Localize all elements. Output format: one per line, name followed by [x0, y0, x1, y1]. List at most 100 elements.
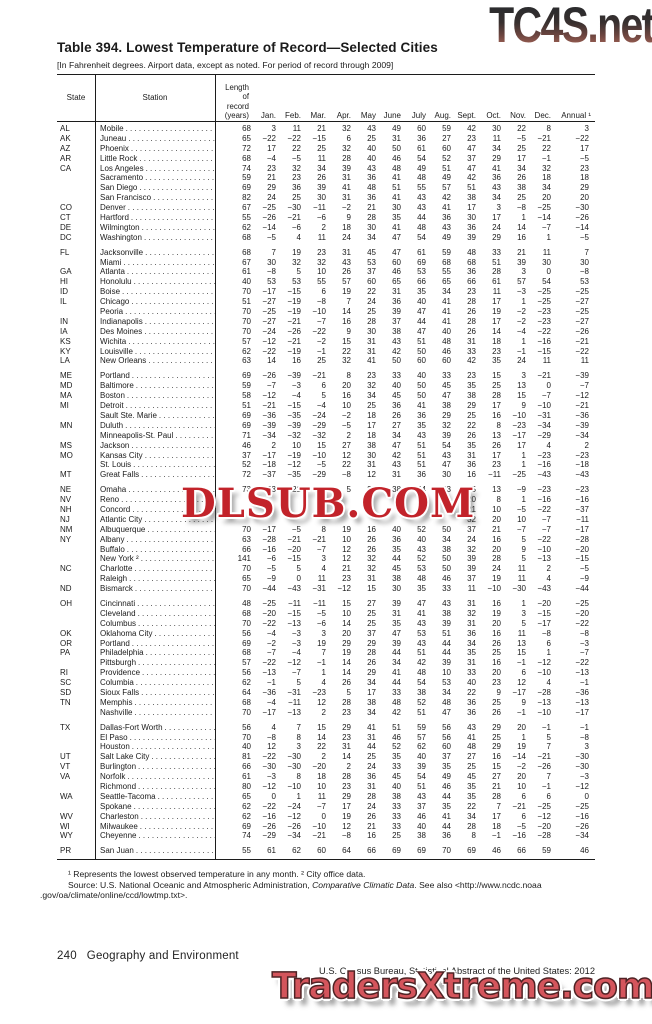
month-cell: 55: [417, 183, 426, 193]
length-cell: 40: [242, 742, 251, 752]
station-cell: New York ² . . . . . . . . . . . . . . .…: [95, 554, 215, 564]
station-name: Sioux Falls: [100, 687, 140, 697]
month-cell: −8: [341, 831, 351, 841]
month-cell: 5: [546, 732, 551, 742]
table-row: TN Memphis . . . . . . . . . . . . . . . …: [57, 698, 595, 708]
month-cell: −21: [262, 401, 276, 411]
dot-leader: . . . . . . . . . . . . . . . . . . . . …: [129, 574, 215, 584]
month-column-header: Oct.: [486, 111, 501, 120]
dot-leader: . . . . . . . . . . . . . . . . . . . . …: [134, 697, 215, 707]
month-cell: 30: [317, 193, 326, 203]
length-cell: 69: [242, 410, 251, 420]
month-cell: −36: [262, 410, 276, 420]
month-cell: 16: [342, 391, 351, 401]
month-cell: −4: [316, 401, 326, 411]
month-cell: 12: [342, 450, 351, 460]
month-cell: −22: [262, 801, 276, 811]
dot-leader: . . . . . . . . . . . . . . . . . . . . …: [121, 495, 215, 505]
table-row: Columbus . . . . . . . . . . . . . . . .…: [57, 619, 595, 629]
length-cell: 69: [242, 371, 251, 381]
month-cell: 38: [367, 440, 376, 450]
month-cell: 19: [342, 524, 351, 534]
month-cell: 38: [467, 391, 476, 401]
table-row: El Paso . . . . . . . . . . . . . . . . …: [57, 733, 595, 743]
month-cell: −15: [537, 346, 551, 356]
month-cell: 32: [442, 420, 451, 430]
table-row: GA Atlanta . . . . . . . . . . . . . . . …: [57, 267, 595, 277]
station-column-header: Station: [142, 93, 168, 102]
annual-cell: −23: [575, 485, 589, 495]
month-cell: 33: [392, 762, 401, 772]
length-header-line: record: [226, 101, 249, 111]
month-cell: −7: [266, 648, 276, 658]
table-row: OH Cincinnati . . . . . . . . . . . . . .…: [57, 599, 595, 609]
table-row: VA Norfolk . . . . . . . . . . . . . . . …: [57, 772, 595, 782]
month-cell: 36: [442, 213, 451, 223]
dot-leader: . . . . . . . . . . . . . . . . . . . . …: [145, 247, 215, 257]
month-cell: 43: [467, 722, 476, 732]
annual-cell: 3: [584, 742, 589, 752]
station-name: Boston: [100, 391, 125, 401]
month-cell: 40: [417, 534, 426, 544]
state-cell: MO: [60, 450, 73, 460]
state-cell: [57, 574, 95, 584]
station-cell: Jackson . . . . . . . . . . . . . . . . …: [95, 441, 215, 451]
length-cell: 70: [242, 707, 251, 717]
month-cell: 53: [442, 678, 451, 688]
dot-leader: . . . . . . . . . . . . . . . . . . . . …: [128, 133, 215, 143]
month-cell: −13: [287, 707, 301, 717]
month-cell: −22: [262, 133, 276, 143]
month-cell: 0: [321, 811, 326, 821]
station-cell: Albuquerque . . . . . . . . . . . . . . …: [95, 525, 215, 535]
annual-cell: −30: [575, 762, 589, 772]
month-cell: 32: [342, 356, 351, 366]
dot-leader: . . . . . . . . . . . . . . . . . . . . …: [143, 232, 215, 242]
month-column-header: Apr.: [336, 111, 351, 120]
month-cell: 39: [342, 163, 351, 173]
station-name: Providence: [100, 668, 141, 678]
annual-cell: −20: [575, 544, 589, 554]
dot-leader: . . . . . . . . . . . . . . . . . . . . …: [125, 420, 215, 430]
month-cell: 32: [467, 544, 476, 554]
station-cell: Washington . . . . . . . . . . . . . . .…: [95, 233, 215, 243]
month-cell: 38: [392, 326, 401, 336]
month-cell: 2: [346, 430, 351, 440]
month-cell: 1: [296, 791, 301, 801]
length-cell: 56: [242, 668, 251, 678]
month-cell: 41: [392, 193, 401, 203]
length-cell: 56: [242, 628, 251, 638]
month-cell: 16: [492, 628, 501, 638]
dot-leader: . . . . . . . . . . . . . . . . . . . . …: [123, 257, 215, 267]
month-cell: 33: [442, 584, 451, 594]
annual-cell: −37: [575, 504, 589, 514]
month-cell: 33: [467, 346, 476, 356]
month-cell: 34: [442, 687, 451, 697]
month-cell: 26: [367, 811, 376, 821]
month-cell: 65: [442, 277, 451, 287]
table-row: Richmond . . . . . . . . . . . . . . . .…: [57, 782, 595, 792]
month-cell: 18: [492, 821, 501, 831]
dot-leader: . . . . . . . . . . . . . . . . . . . . …: [138, 658, 215, 668]
station-cell: Dallas-Fort Worth . . . . . . . . . . . …: [95, 723, 215, 733]
table-row: OK Oklahoma City . . . . . . . . . . . . …: [57, 629, 595, 639]
month-cell: −43: [287, 584, 301, 594]
month-cell: 43: [417, 544, 426, 554]
month-cell: 43: [417, 430, 426, 440]
month-cell: 37: [467, 524, 476, 534]
month-cell: 44: [417, 316, 426, 326]
length-cell: 71: [242, 430, 251, 440]
month-cell: 36: [467, 267, 476, 277]
station-name: New York ²: [100, 554, 139, 564]
month-cell: 50: [442, 524, 451, 534]
month-cell: 28: [492, 267, 501, 277]
month-cell: −10: [287, 782, 301, 791]
annual-cell: −16: [575, 495, 589, 505]
table-row: NJ Atlantic City . . . . . . . . . . . . …: [57, 515, 595, 525]
month-cell: −12: [262, 391, 276, 401]
month-cell: 1: [521, 460, 526, 470]
station-cell: Boston . . . . . . . . . . . . . . . . .…: [95, 391, 215, 401]
month-cell: 39: [442, 618, 451, 628]
month-cell: 57: [517, 277, 526, 287]
month-cell: 11: [492, 287, 501, 297]
month-cell: 36: [417, 410, 426, 420]
